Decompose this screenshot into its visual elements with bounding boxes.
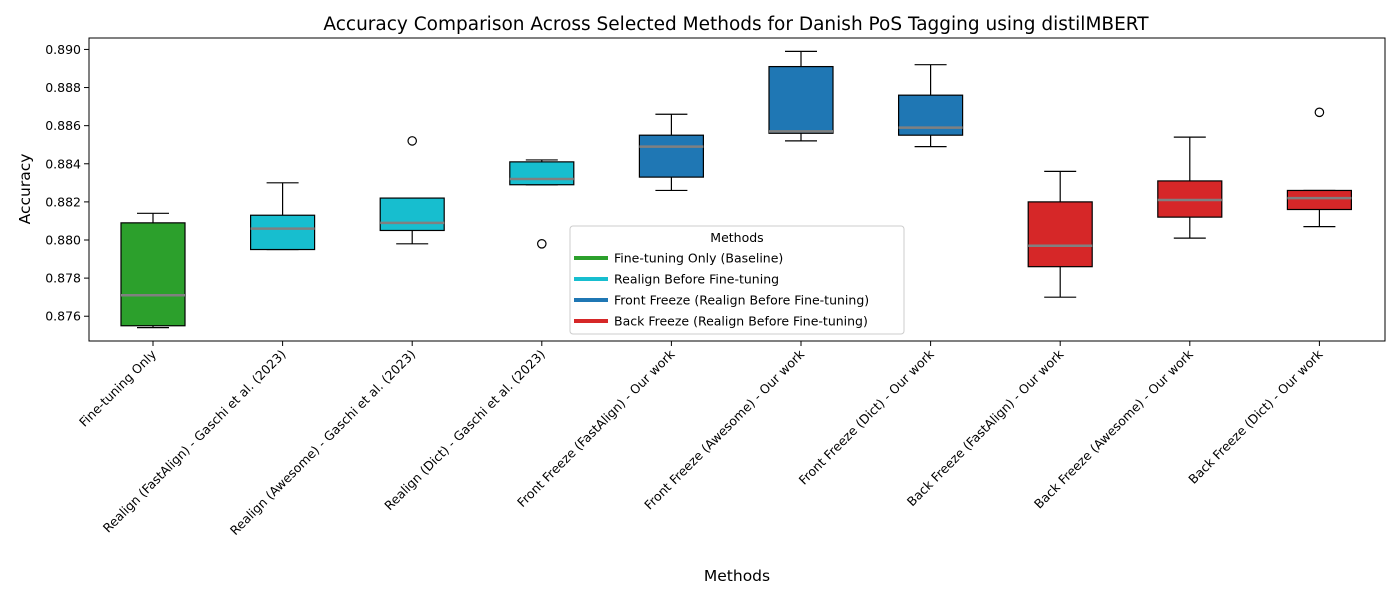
legend-title: Methods bbox=[710, 230, 763, 245]
box-6 bbox=[897, 64, 964, 148]
x-tick-label: Front Freeze (Awesome) - Our work bbox=[641, 346, 807, 512]
box-body bbox=[1286, 189, 1353, 211]
chart-title: Accuracy Comparison Across Selected Meth… bbox=[323, 14, 1149, 35]
box-3 bbox=[509, 159, 575, 249]
legend-entry-label: Fine-tuning Only (Baseline) bbox=[614, 251, 783, 266]
box-body bbox=[250, 214, 316, 251]
legend: Methods Fine-tuning Only (Baseline) Reali… bbox=[569, 225, 905, 335]
y-tick-label: 0.882 bbox=[45, 194, 81, 209]
box-2 bbox=[379, 136, 445, 245]
y-tick-label: 0.886 bbox=[45, 118, 81, 133]
x-tick-label: Front Freeze (Dict) - Our work bbox=[796, 346, 938, 488]
box-1 bbox=[250, 182, 316, 251]
y-axis: 0.876 0.878 0.880 0.882 0.884 0.886 0.888 0.890 bbox=[45, 42, 89, 324]
box-8 bbox=[1157, 136, 1223, 239]
box-7 bbox=[1027, 170, 1093, 298]
x-tick-label: Front Freeze (FastAlign) - Our work bbox=[514, 346, 678, 510]
x-tick-label: Fine-tuning Only bbox=[76, 346, 160, 430]
outlier-point bbox=[1314, 107, 1325, 118]
box-5 bbox=[768, 50, 834, 142]
x-axis-title: Methods bbox=[704, 567, 770, 585]
box-body bbox=[1027, 201, 1093, 268]
x-tick-label: Back Freeze (Dict) - Our work bbox=[1185, 346, 1326, 487]
y-axis-title: Accuracy bbox=[16, 154, 34, 225]
box-0 bbox=[120, 212, 186, 329]
y-tick-label: 0.884 bbox=[45, 156, 81, 171]
legend-entry-label: Back Freeze (Realign Before Fine-tuning) bbox=[614, 314, 868, 329]
legend-frame bbox=[569, 225, 905, 335]
y-tick-label: 0.878 bbox=[45, 271, 81, 286]
x-tick-label: Back Freeze (Awesome) - Our work bbox=[1031, 346, 1197, 512]
box-body bbox=[379, 197, 445, 232]
outlier-point bbox=[536, 239, 547, 249]
x-tick-label: Realign (Dict) - Gaschi et al. (2023) bbox=[381, 347, 548, 514]
box-body bbox=[768, 65, 834, 134]
y-tick-label: 0.888 bbox=[45, 80, 81, 95]
y-tick-label: 0.876 bbox=[45, 309, 81, 324]
x-tick-label: Back Freeze (FastAlign) - Our work bbox=[904, 346, 1067, 509]
box-body bbox=[120, 222, 186, 327]
legend-entry-label: Realign Before Fine-tuning bbox=[614, 272, 779, 287]
plot-frame bbox=[88, 37, 1386, 342]
outlier-point bbox=[407, 136, 417, 146]
box-4 bbox=[638, 113, 705, 192]
box-body bbox=[897, 94, 964, 136]
box-body bbox=[509, 161, 575, 186]
plot-area bbox=[120, 50, 1353, 329]
box-body bbox=[638, 134, 705, 178]
y-tick-label: 0.880 bbox=[45, 233, 81, 248]
box-9 bbox=[1286, 107, 1353, 228]
y-tick-label: 0.890 bbox=[45, 42, 81, 57]
legend-entry-label: Front Freeze (Realign Before Fine-tuning… bbox=[614, 293, 869, 308]
